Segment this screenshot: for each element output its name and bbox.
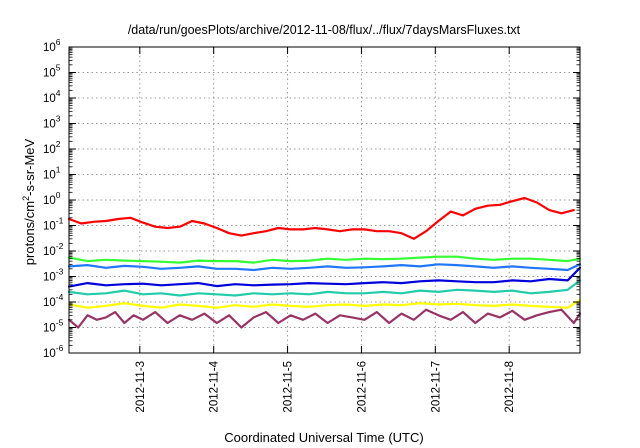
y-tick-exponent: 4 — [56, 88, 61, 98]
y-tick-mantissa: 10 — [43, 323, 56, 335]
y-tick-exponent: -6 — [56, 343, 64, 353]
x-tick-label: 2012-11-6 — [356, 361, 368, 413]
x-tick-label: 2012-11-7 — [430, 361, 442, 413]
y-tick-label: 104 — [43, 88, 61, 105]
y-tick-label: 10-4 — [43, 292, 64, 309]
y-tick-mantissa: 10 — [43, 144, 56, 156]
y-tick-label: 101 — [43, 165, 61, 182]
y-tick-mantissa: 10 — [43, 195, 56, 207]
y-tick-label: 10-6 — [43, 343, 64, 360]
y-tick-exponent: 6 — [56, 37, 61, 47]
grid — [69, 47, 580, 353]
y-tick-exponent: -1 — [56, 216, 64, 226]
series-line-2 — [67, 255, 582, 264]
y-tick-mantissa: 10 — [43, 68, 56, 80]
y-tick-label: 10-3 — [43, 267, 64, 284]
y-tick-mantissa: 10 — [43, 221, 56, 233]
y-tick-exponent: 5 — [56, 63, 61, 73]
y-tick-label: 10-2 — [43, 241, 64, 258]
y-tick-exponent: -3 — [56, 267, 64, 277]
y-tick-mantissa: 10 — [43, 119, 56, 131]
y-axis-label-base: protons/cm — [22, 201, 37, 265]
x-axis-label: Coordinated Universal Time (UTC) — [224, 430, 423, 445]
y-tick-mantissa: 10 — [43, 348, 56, 360]
y-tick-mantissa: 10 — [43, 246, 56, 258]
y-tick-label: 100 — [43, 190, 61, 207]
y-tick-exponent: 3 — [56, 114, 61, 124]
y-tick-label: 103 — [43, 114, 61, 131]
series-line-1 — [67, 196, 575, 240]
x-axis-ticks: 2012-11-3 2012-11-4 2012-11-5 2012-11-6 2012… — [135, 47, 516, 413]
y-tick-label: 10-1 — [43, 216, 64, 233]
y-tick-mantissa: 10 — [43, 42, 56, 54]
y-tick-mantissa: 10 — [43, 297, 56, 309]
y-tick-mantissa: 10 — [43, 272, 56, 284]
series-line-6 — [67, 298, 582, 309]
series-lines — [67, 196, 582, 329]
y-axis-label: protons/cm2-s-sr-MeV — [21, 138, 37, 265]
x-tick-label: 2012-11-5 — [283, 361, 295, 413]
y-tick-label: 102 — [43, 139, 61, 156]
chart-title: /data/run/goesPlots/archive/2012-11-08/f… — [128, 23, 521, 37]
y-tick-mantissa: 10 — [43, 170, 56, 182]
x-tick-label: 2012-11-3 — [135, 361, 147, 413]
y-axis-label-sup: 2 — [21, 196, 31, 201]
y-axis-label-rest: -s-sr-MeV — [22, 138, 37, 195]
y-tick-label: 10-5 — [43, 318, 64, 335]
y-tick-exponent: -5 — [56, 318, 64, 328]
series-line-5 — [67, 279, 582, 297]
y-tick-exponent: -2 — [56, 241, 64, 251]
y-tick-label: 105 — [43, 63, 61, 80]
x-tick-label: 2012-11-4 — [209, 360, 221, 412]
y-tick-exponent: 0 — [56, 190, 61, 200]
series-line-4 — [67, 266, 582, 288]
y-tick-exponent: 2 — [56, 139, 61, 149]
y-tick-label: 106 — [43, 37, 61, 54]
y-axis-ticks: 10610510410310210110010-110-210-310-410-… — [43, 37, 580, 360]
y-tick-mantissa: 10 — [43, 93, 56, 105]
y-tick-exponent: 1 — [56, 165, 61, 175]
series-line-7 — [67, 308, 582, 329]
x-tick-label: 2012-11-8 — [504, 361, 516, 413]
y-tick-exponent: -4 — [56, 292, 64, 302]
series-line-3 — [67, 263, 582, 272]
